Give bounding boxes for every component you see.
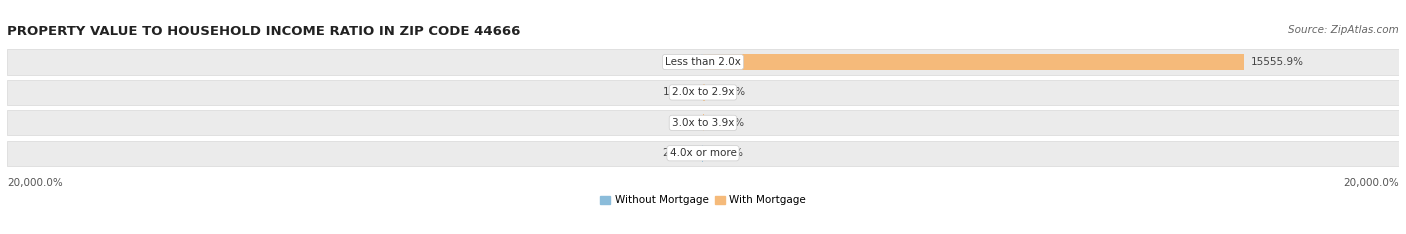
Text: 12.5%: 12.5% bbox=[662, 88, 696, 97]
Bar bbox=[7, 110, 1399, 135]
Text: 6.4%: 6.4% bbox=[669, 118, 696, 128]
Text: PROPERTY VALUE TO HOUSEHOLD INCOME RATIO IN ZIP CODE 44666: PROPERTY VALUE TO HOUSEHOLD INCOME RATIO… bbox=[7, 25, 520, 38]
Text: 56.4%: 56.4% bbox=[661, 57, 695, 67]
Text: 10.2%: 10.2% bbox=[710, 148, 744, 158]
Text: 24.2%: 24.2% bbox=[711, 118, 744, 128]
Text: 55.6%: 55.6% bbox=[711, 88, 745, 97]
Bar bbox=[703, 54, 1244, 70]
Bar bbox=[7, 80, 1399, 105]
Text: Less than 2.0x: Less than 2.0x bbox=[665, 57, 741, 67]
Bar bbox=[7, 141, 1399, 166]
Legend: Without Mortgage, With Mortgage: Without Mortgage, With Mortgage bbox=[596, 191, 810, 209]
Bar bbox=[7, 49, 1399, 75]
Text: 20,000.0%: 20,000.0% bbox=[1343, 178, 1399, 188]
Text: 20,000.0%: 20,000.0% bbox=[7, 178, 63, 188]
Bar bbox=[702, 54, 703, 70]
Text: Source: ZipAtlas.com: Source: ZipAtlas.com bbox=[1288, 25, 1399, 35]
Text: 3.0x to 3.9x: 3.0x to 3.9x bbox=[672, 118, 734, 128]
Bar bbox=[703, 84, 704, 101]
Text: 4.0x or more: 4.0x or more bbox=[669, 148, 737, 158]
Text: 2.0x to 2.9x: 2.0x to 2.9x bbox=[672, 88, 734, 97]
Text: 15555.9%: 15555.9% bbox=[1251, 57, 1305, 67]
Text: 24.7%: 24.7% bbox=[662, 148, 695, 158]
